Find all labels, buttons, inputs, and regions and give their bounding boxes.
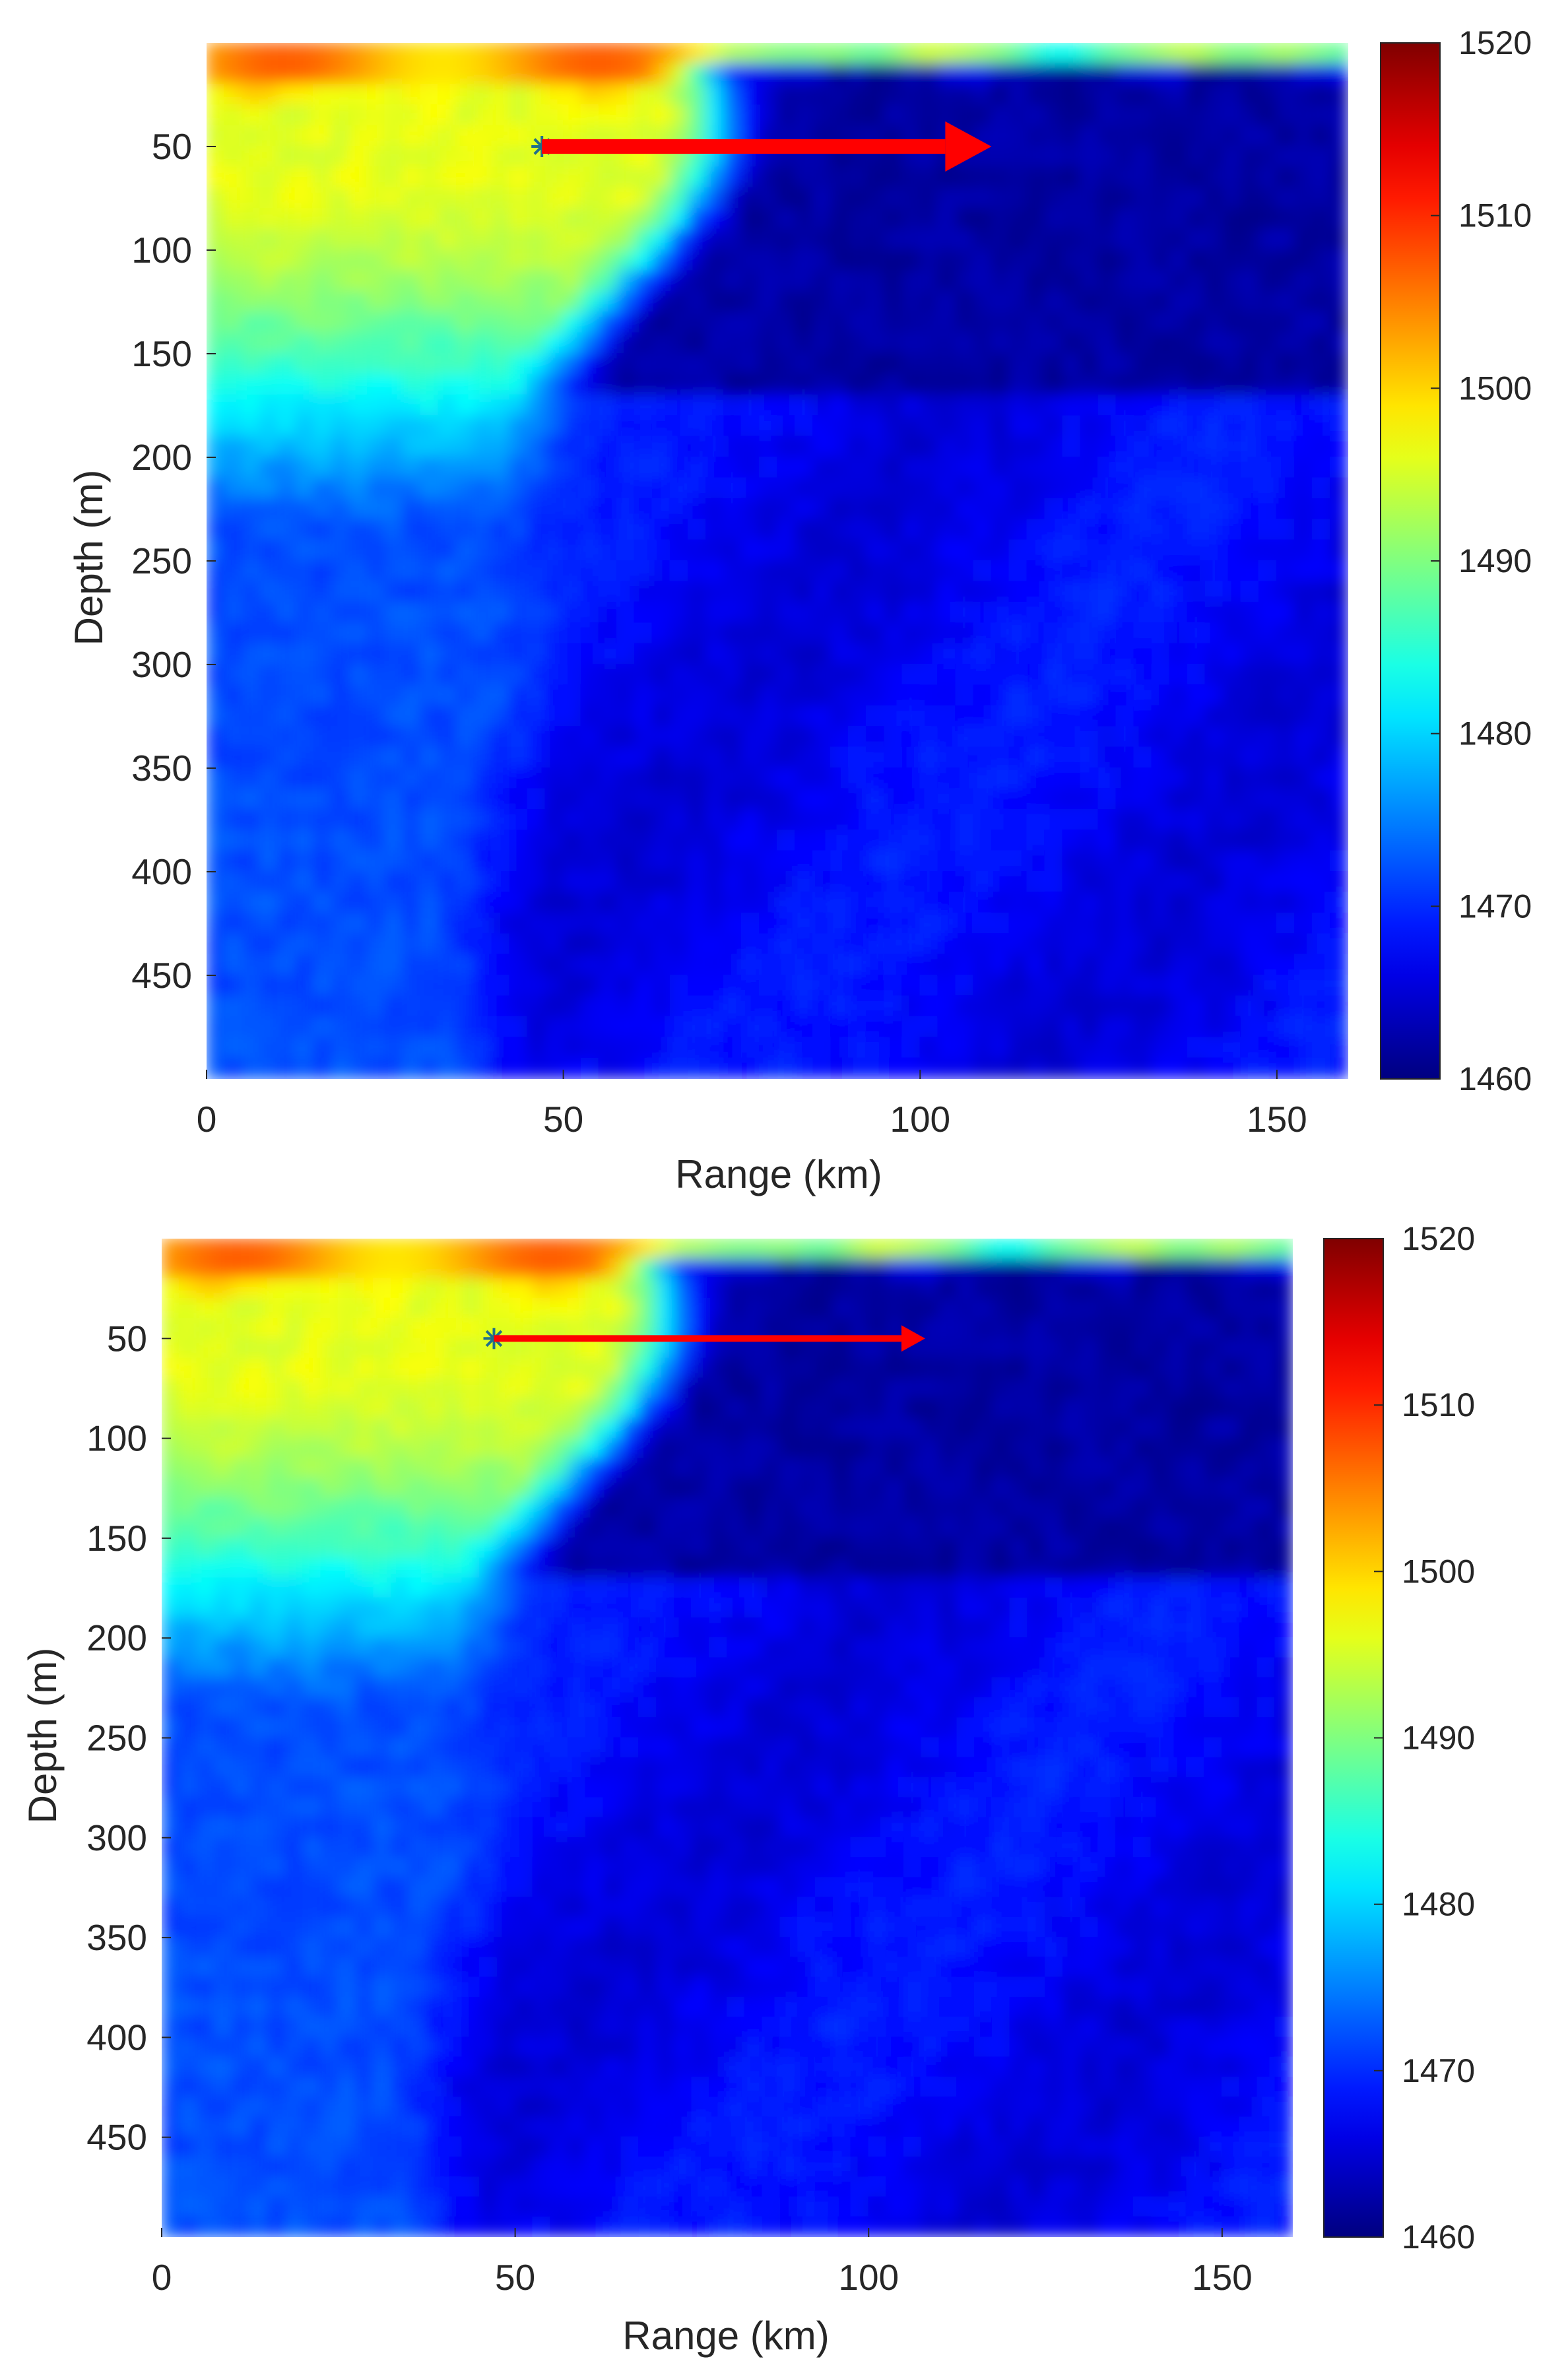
colorbar-tick-label: 1490 — [1458, 542, 1532, 579]
y-tick-label: 300 — [131, 644, 192, 685]
colorbar-tick-label: 1500 — [1402, 1553, 1475, 1590]
arrow-head — [945, 121, 992, 172]
y-tick-label: 150 — [86, 1518, 147, 1559]
colorbar-tick-label: 1520 — [1402, 1220, 1475, 1257]
colorbar-tick-label: 1460 — [1402, 2219, 1475, 2256]
heatmap-plot-area — [162, 1239, 1293, 2237]
x-tick-label: 150 — [1247, 1099, 1307, 1140]
y-tick-label: 450 — [86, 2117, 147, 2158]
y-tick-label: 350 — [131, 748, 192, 789]
y-tick-label: 100 — [86, 1418, 147, 1459]
propagation-arrow — [542, 121, 992, 172]
heatmap-panel-bottom: 0 50 100 150 50 100 150 200 250 300 350 400 450 Ran… — [20, 1220, 1475, 2358]
x-axis-label: Range (km) — [675, 1152, 882, 1196]
y-tick-label: 400 — [86, 2017, 147, 2058]
colorbar-tick-label: 1470 — [1402, 2052, 1475, 2089]
colorbar-tick-label: 1500 — [1458, 370, 1532, 407]
y-tick-label: 50 — [152, 126, 192, 167]
colorbar-gradient — [1323, 1238, 1384, 2238]
x-axis-label: Range (km) — [622, 2314, 829, 2358]
arrow-head — [901, 1325, 925, 1352]
y-tick-label: 150 — [131, 333, 192, 374]
colorbar-tick-label: 1510 — [1402, 1386, 1475, 1423]
y-axis-label: Depth (m) — [67, 470, 111, 646]
colorbar-tick-label: 1510 — [1458, 197, 1532, 234]
colorbar-gradient — [1380, 42, 1441, 1080]
colorbar-tick-label: 1480 — [1458, 715, 1532, 752]
y-tick-label: 450 — [131, 955, 192, 996]
y-tick-label: 200 — [86, 1617, 147, 1658]
colorbar-tick-label: 1480 — [1402, 1886, 1475, 1923]
arrow-shaft — [494, 1335, 901, 1342]
y-axis-label: Depth (m) — [20, 1648, 65, 1824]
x-tick-label: 50 — [495, 2257, 535, 2298]
arrow-shaft — [542, 139, 946, 154]
y-tick-label: 100 — [131, 230, 192, 271]
x-axis-ticks: 0 50 100 150 — [152, 2228, 1253, 2298]
colorbar-tick-label: 1460 — [1458, 1060, 1532, 1097]
y-tick-label: 250 — [131, 540, 192, 581]
y-tick-label: 50 — [107, 1318, 147, 1359]
colorbar-tick-label: 1520 — [1458, 24, 1532, 61]
propagation-arrow — [494, 1325, 925, 1352]
x-tick-label: 100 — [890, 1099, 950, 1140]
heatmap-plot-area — [207, 43, 1348, 1079]
heatmap-panel-top: 0 50 100 150 50 100 150 200 250 300 350 400 450 Ran… — [67, 24, 1532, 1196]
x-axis-ticks: 0 50 100 150 — [197, 1070, 1307, 1140]
x-tick-label: 100 — [838, 2257, 899, 2298]
x-tick-label: 150 — [1192, 2257, 1253, 2298]
y-axis-ticks: 50 100 150 200 250 300 350 400 450 — [86, 1318, 171, 2158]
colorbar: 1460 1470 1480 1490 1500 1510 1520 — [1323, 1220, 1475, 2256]
y-tick-label: 400 — [131, 851, 192, 892]
colorbar-tick-label: 1490 — [1402, 1720, 1475, 1757]
y-tick-label: 350 — [86, 1917, 147, 1958]
x-tick-label: 0 — [197, 1099, 217, 1140]
y-tick-label: 250 — [86, 1718, 147, 1759]
colorbar: 1460 1470 1480 1490 1500 1510 1520 — [1380, 24, 1532, 1097]
colorbar-tick-label: 1470 — [1458, 888, 1532, 925]
x-tick-label: 0 — [152, 2257, 172, 2298]
y-tick-label: 300 — [86, 1817, 147, 1858]
y-axis-ticks: 50 100 150 200 250 300 350 400 450 — [131, 126, 216, 996]
x-tick-label: 50 — [543, 1099, 583, 1140]
y-tick-label: 200 — [131, 437, 192, 478]
